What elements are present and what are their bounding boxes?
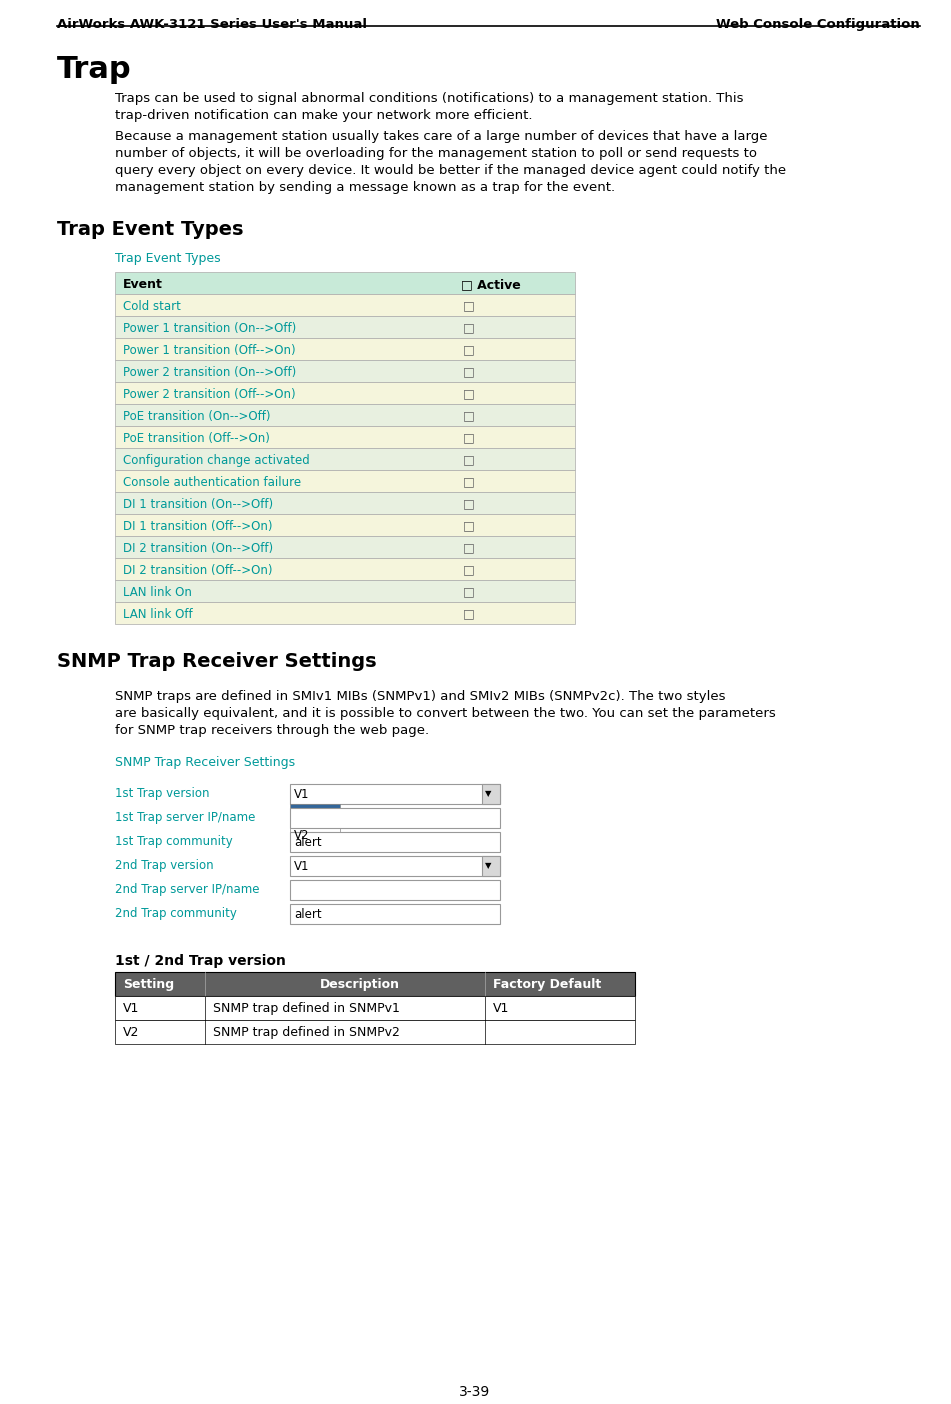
Text: Power 2 transition (Off-->On): Power 2 transition (Off-->On)	[123, 388, 296, 402]
Text: □: □	[463, 409, 475, 423]
Text: SNMP trap defined in SNMPv1: SNMP trap defined in SNMPv1	[213, 1002, 399, 1015]
Text: Traps can be used to signal abnormal conditions (notifications) to a management : Traps can be used to signal abnormal con…	[115, 93, 744, 122]
Text: DI 2 transition (On-->Off): DI 2 transition (On-->Off)	[123, 542, 273, 555]
Text: V2: V2	[123, 1026, 140, 1039]
Bar	[115, 580, 575, 602]
Text: 1st Trap version: 1st Trap version	[115, 788, 209, 800]
Text: □: □	[463, 365, 475, 378]
Text: Factory Default: Factory Default	[493, 979, 601, 991]
Bar	[290, 804, 340, 824]
Bar	[115, 316, 575, 338]
Bar	[115, 557, 575, 580]
Bar	[115, 536, 575, 557]
Text: Because a management station usually takes care of a large number of devices tha: Because a management station usually tak…	[115, 131, 786, 194]
Bar	[290, 880, 500, 900]
Text: Description: Description	[320, 979, 399, 991]
Text: □: □	[463, 322, 475, 334]
Text: SNMP Trap Receiver Settings: SNMP Trap Receiver Settings	[115, 755, 295, 769]
Text: □: □	[463, 453, 475, 466]
Text: 3-39: 3-39	[459, 1384, 491, 1398]
Text: Web Console Configuration: Web Console Configuration	[716, 18, 920, 31]
Text: V1: V1	[123, 1002, 140, 1015]
Bar	[115, 293, 575, 316]
Bar	[115, 448, 575, 470]
Text: alert: alert	[294, 908, 321, 921]
Bar	[115, 404, 575, 425]
Text: ▼: ▼	[485, 861, 492, 870]
Bar	[290, 783, 500, 804]
Text: □: □	[463, 563, 475, 576]
Text: □: □	[463, 519, 475, 532]
Text: Power 2 transition (On-->Off): Power 2 transition (On-->Off)	[123, 366, 297, 379]
Text: 1st / 2nd Trap version: 1st / 2nd Trap version	[115, 953, 286, 967]
Text: □: □	[463, 388, 475, 400]
Text: Trap: Trap	[57, 55, 131, 84]
Text: alert: alert	[294, 835, 321, 849]
Text: Console authentication failure: Console authentication failure	[123, 476, 301, 489]
Text: 1st Trap community: 1st Trap community	[115, 835, 233, 848]
Bar	[482, 783, 500, 804]
Text: Setting: Setting	[123, 979, 174, 991]
Bar	[290, 856, 500, 876]
Text: ▼: ▼	[485, 789, 492, 797]
Text: DI 2 transition (Off-->On): DI 2 transition (Off-->On)	[123, 564, 273, 577]
Text: Trap Event Types: Trap Event Types	[115, 251, 221, 265]
Text: Configuration change activated: Configuration change activated	[123, 453, 310, 468]
Bar	[290, 824, 340, 844]
Text: □: □	[463, 299, 475, 312]
Bar	[290, 833, 500, 852]
Bar	[115, 491, 575, 514]
Text: Event: Event	[123, 278, 163, 291]
Bar	[115, 382, 575, 404]
Text: 1st Trap server IP/name: 1st Trap server IP/name	[115, 812, 256, 824]
Bar	[115, 602, 575, 623]
Text: DI 1 transition (Off-->On): DI 1 transition (Off-->On)	[123, 519, 273, 534]
Bar	[115, 1019, 635, 1045]
Bar	[482, 856, 500, 876]
Bar	[115, 272, 575, 293]
Text: □ Active: □ Active	[461, 278, 521, 291]
Text: V1: V1	[493, 1002, 510, 1015]
Bar	[290, 904, 500, 924]
Text: Trap Event Types: Trap Event Types	[57, 220, 243, 239]
Text: SNMP traps are defined in SMIv1 MIBs (SNMPv1) and SMIv2 MIBs (SNMPv2c). The two : SNMP traps are defined in SMIv1 MIBs (SN…	[115, 689, 776, 737]
Bar	[115, 470, 575, 491]
Text: V1: V1	[294, 788, 309, 802]
Text: □: □	[463, 541, 475, 555]
Text: Cold start: Cold start	[123, 300, 181, 313]
Text: □: □	[463, 343, 475, 357]
Bar	[115, 972, 635, 995]
Text: □: □	[463, 431, 475, 444]
Text: LAN link On: LAN link On	[123, 585, 192, 600]
Text: SNMP trap defined in SNMPv2: SNMP trap defined in SNMPv2	[213, 1026, 399, 1039]
Bar	[115, 425, 575, 448]
Text: DI 1 transition (On-->Off): DI 1 transition (On-->Off)	[123, 498, 273, 511]
Bar	[115, 995, 635, 1019]
Text: Power 1 transition (Off-->On): Power 1 transition (Off-->On)	[123, 344, 296, 357]
Bar	[290, 807, 500, 828]
Text: Power 1 transition (On-->Off): Power 1 transition (On-->Off)	[123, 322, 297, 336]
Text: 2nd Trap community: 2nd Trap community	[115, 907, 237, 920]
Text: 2nd Trap server IP/name: 2nd Trap server IP/name	[115, 883, 260, 896]
Text: V1: V1	[294, 861, 309, 873]
Bar	[115, 359, 575, 382]
Text: 2nd Trap version: 2nd Trap version	[115, 859, 214, 872]
Text: V2: V2	[294, 828, 309, 842]
Text: V1: V1	[294, 809, 311, 821]
Text: SNMP Trap Receiver Settings: SNMP Trap Receiver Settings	[57, 651, 377, 671]
Text: PoE transition (Off-->On): PoE transition (Off-->On)	[123, 432, 270, 445]
Bar	[115, 514, 575, 536]
Text: LAN link Off: LAN link Off	[123, 608, 193, 621]
Text: □: □	[463, 475, 475, 489]
Text: PoE transition (On-->Off): PoE transition (On-->Off)	[123, 410, 270, 423]
Text: AirWorks AWK-3121 Series User's Manual: AirWorks AWK-3121 Series User's Manual	[57, 18, 367, 31]
Text: □: □	[463, 497, 475, 510]
Text: □: □	[463, 585, 475, 598]
Bar	[115, 338, 575, 359]
Text: □: □	[463, 607, 475, 621]
